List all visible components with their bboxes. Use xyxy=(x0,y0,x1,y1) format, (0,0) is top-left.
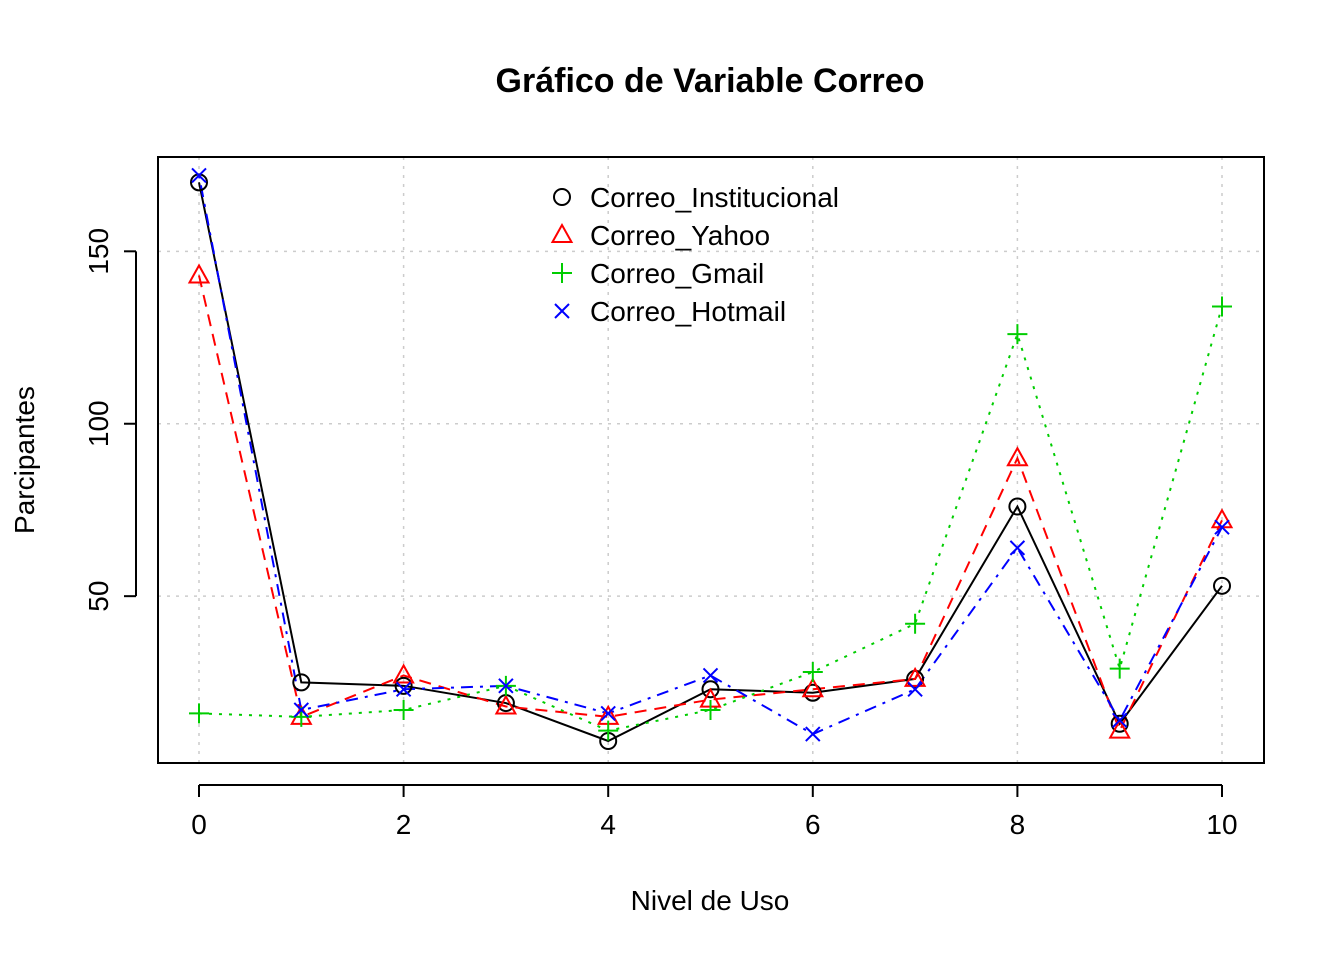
x-tick-label: 6 xyxy=(805,809,821,840)
data-point-triangle xyxy=(494,694,518,715)
series-line-3 xyxy=(198,306,1223,732)
data-point-cross xyxy=(1009,540,1026,556)
data-point-cross xyxy=(1111,712,1128,729)
y-tick-label: 150 xyxy=(83,228,114,275)
chart-title: Gráfico de Variable Correo xyxy=(496,62,925,100)
x-tick-label: 4 xyxy=(600,809,616,840)
series-markers xyxy=(187,167,1234,750)
series-line-2 xyxy=(198,275,1223,734)
data-point-plus xyxy=(905,613,926,634)
data-point-triangle xyxy=(392,663,415,684)
x-axis-label: Nivel de Uso xyxy=(631,885,790,916)
data-point-circle xyxy=(553,188,571,206)
data-point-circle xyxy=(701,680,720,699)
data-point-plus xyxy=(1212,296,1232,317)
data-point-cross xyxy=(1214,519,1230,535)
data-point-plus xyxy=(1109,658,1130,679)
y-tick-label: 50 xyxy=(83,581,114,612)
data-point-circle xyxy=(292,673,311,692)
legend-label: Correo_Institucional xyxy=(590,182,839,213)
data-point-circle xyxy=(1008,497,1027,516)
y-axis-label: Parcipantes xyxy=(9,386,40,534)
data-point-cross xyxy=(907,681,923,697)
y-axis: 50 100 150 xyxy=(83,228,137,612)
series-markers-4 xyxy=(191,167,1230,742)
x-tick-label: 2 xyxy=(396,809,412,840)
data-point-triangle xyxy=(801,677,825,698)
x-axis: 0 2 4 6 8 10 xyxy=(191,784,1238,840)
legend-label: Correo_Gmail xyxy=(590,258,764,289)
data-point-plus xyxy=(552,263,572,283)
legend-item-2: Correo_Yahoo xyxy=(550,220,770,251)
data-point-cross xyxy=(805,726,821,742)
data-point-plus xyxy=(802,662,823,683)
x-tick-label: 0 xyxy=(191,809,207,840)
plot-frame xyxy=(157,156,1265,764)
x-tick-label: 10 xyxy=(1206,809,1237,840)
data-point-triangle xyxy=(187,263,211,284)
data-point-triangle xyxy=(1108,718,1131,739)
data-point-cross xyxy=(498,678,514,694)
series-line-4 xyxy=(198,175,1223,736)
legend-label: Correo_Hotmail xyxy=(590,296,786,327)
series-markers-3 xyxy=(189,296,1232,741)
legend-item-4: Correo_Hotmail xyxy=(554,296,786,327)
series-markers-1 xyxy=(190,173,1231,750)
data-point-circle xyxy=(1110,714,1129,733)
data-point-cross xyxy=(702,667,719,684)
legend-label: Correo_Yahoo xyxy=(590,220,770,251)
data-point-cross xyxy=(395,681,412,697)
data-point-cross xyxy=(554,303,570,319)
data-point-cross xyxy=(191,167,207,184)
data-point-triangle xyxy=(1006,446,1029,467)
data-point-cross xyxy=(293,702,310,718)
data-point-plus xyxy=(700,699,721,720)
x-tick-label: 8 xyxy=(1010,809,1026,840)
data-point-cross xyxy=(600,705,616,722)
data-point-plus xyxy=(1007,324,1028,345)
grid-lines xyxy=(158,157,1264,763)
data-point-plus xyxy=(189,703,209,724)
data-point-circle xyxy=(1213,576,1231,595)
legend-item-3: Correo_Gmail xyxy=(552,258,764,289)
data-point-triangle xyxy=(903,666,927,687)
data-point-plus xyxy=(598,720,619,741)
data-point-circle xyxy=(394,676,413,695)
data-point-plus xyxy=(393,699,414,720)
legend-item-1: Correo_Institucional xyxy=(553,182,839,213)
legend: Correo_Institucional Correo_Yahoo Correo_G… xyxy=(550,182,839,327)
y-tick-label: 100 xyxy=(83,400,114,447)
data-point-triangle xyxy=(550,222,574,243)
